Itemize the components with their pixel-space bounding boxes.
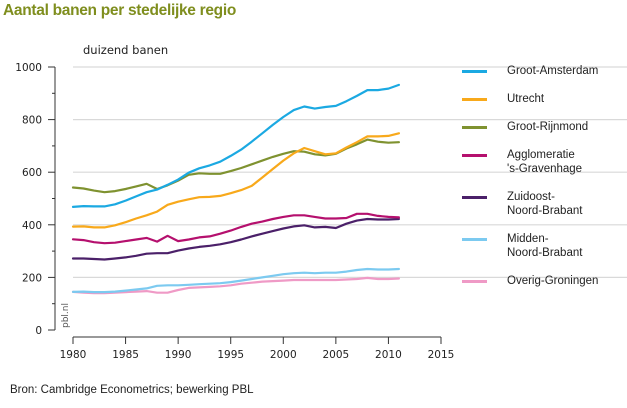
series-lines <box>71 83 400 295</box>
source-note: Bron: Cambridge Econometrics; bewerking … <box>10 384 254 396</box>
y-tick-label: 1000 <box>15 62 42 74</box>
x-tick-label: 1990 <box>165 349 192 361</box>
x-tick-label: 1980 <box>60 349 87 361</box>
y-tick-label: 800 <box>22 115 42 127</box>
x-tick-label: 2015 <box>428 349 455 361</box>
legend-swatch <box>462 126 487 129</box>
legend-swatch <box>462 98 487 101</box>
x-tick-label: 1995 <box>217 349 244 361</box>
legend-swatch <box>462 154 487 157</box>
series-line-midden-noord-brabant <box>71 267 400 294</box>
series-line-overig-groningen <box>71 276 400 295</box>
legend-label: Midden- Noord-Brabant <box>507 233 583 259</box>
x-tick-label: 2010 <box>375 349 402 361</box>
y-axis-label: duizend banen <box>83 43 168 57</box>
series-line-agglomeratie-s-gravenhage <box>71 212 400 245</box>
y-tick-label: 600 <box>22 167 42 179</box>
gridlines <box>73 66 627 278</box>
chart-title: Aantal banen per stedelijke regio <box>3 2 237 19</box>
y-tick-label: 400 <box>22 220 42 232</box>
legend-label: Groot-Amsterdam <box>507 65 599 77</box>
watermark: pbl.nl <box>61 303 71 328</box>
legend-label: Groot-Rijnmond <box>507 121 589 133</box>
legend-swatch <box>462 196 487 199</box>
x-tick-label: 1985 <box>112 349 139 361</box>
series-line-groot-rijnmond <box>71 138 400 194</box>
x-tick-label: 2000 <box>270 349 297 361</box>
legend-swatch <box>462 238 487 241</box>
legend-label: Agglomeratie 's-Gravenhage <box>507 149 583 175</box>
y-tick-label: 0 <box>35 325 42 337</box>
legend-label: Zuidoost- Noord-Brabant <box>507 191 583 217</box>
series-line-groot-amsterdam <box>71 83 400 208</box>
legend-label: Overig-Groningen <box>507 275 599 287</box>
legend-label: Utrecht <box>507 93 545 105</box>
x-axis: 1980 1985 1990 1995 2000 2005 2010 2015 <box>60 336 455 361</box>
x-tick-label: 2005 <box>322 349 349 361</box>
y-tick-label: 200 <box>22 272 42 284</box>
legend-swatch <box>462 280 487 283</box>
series-line-zuidoost-noord-brabant <box>71 217 400 261</box>
y-axis: 0 200 400 600 800 1000 <box>15 62 56 337</box>
series-line-utrecht <box>71 132 400 229</box>
legend-swatch <box>462 70 487 73</box>
